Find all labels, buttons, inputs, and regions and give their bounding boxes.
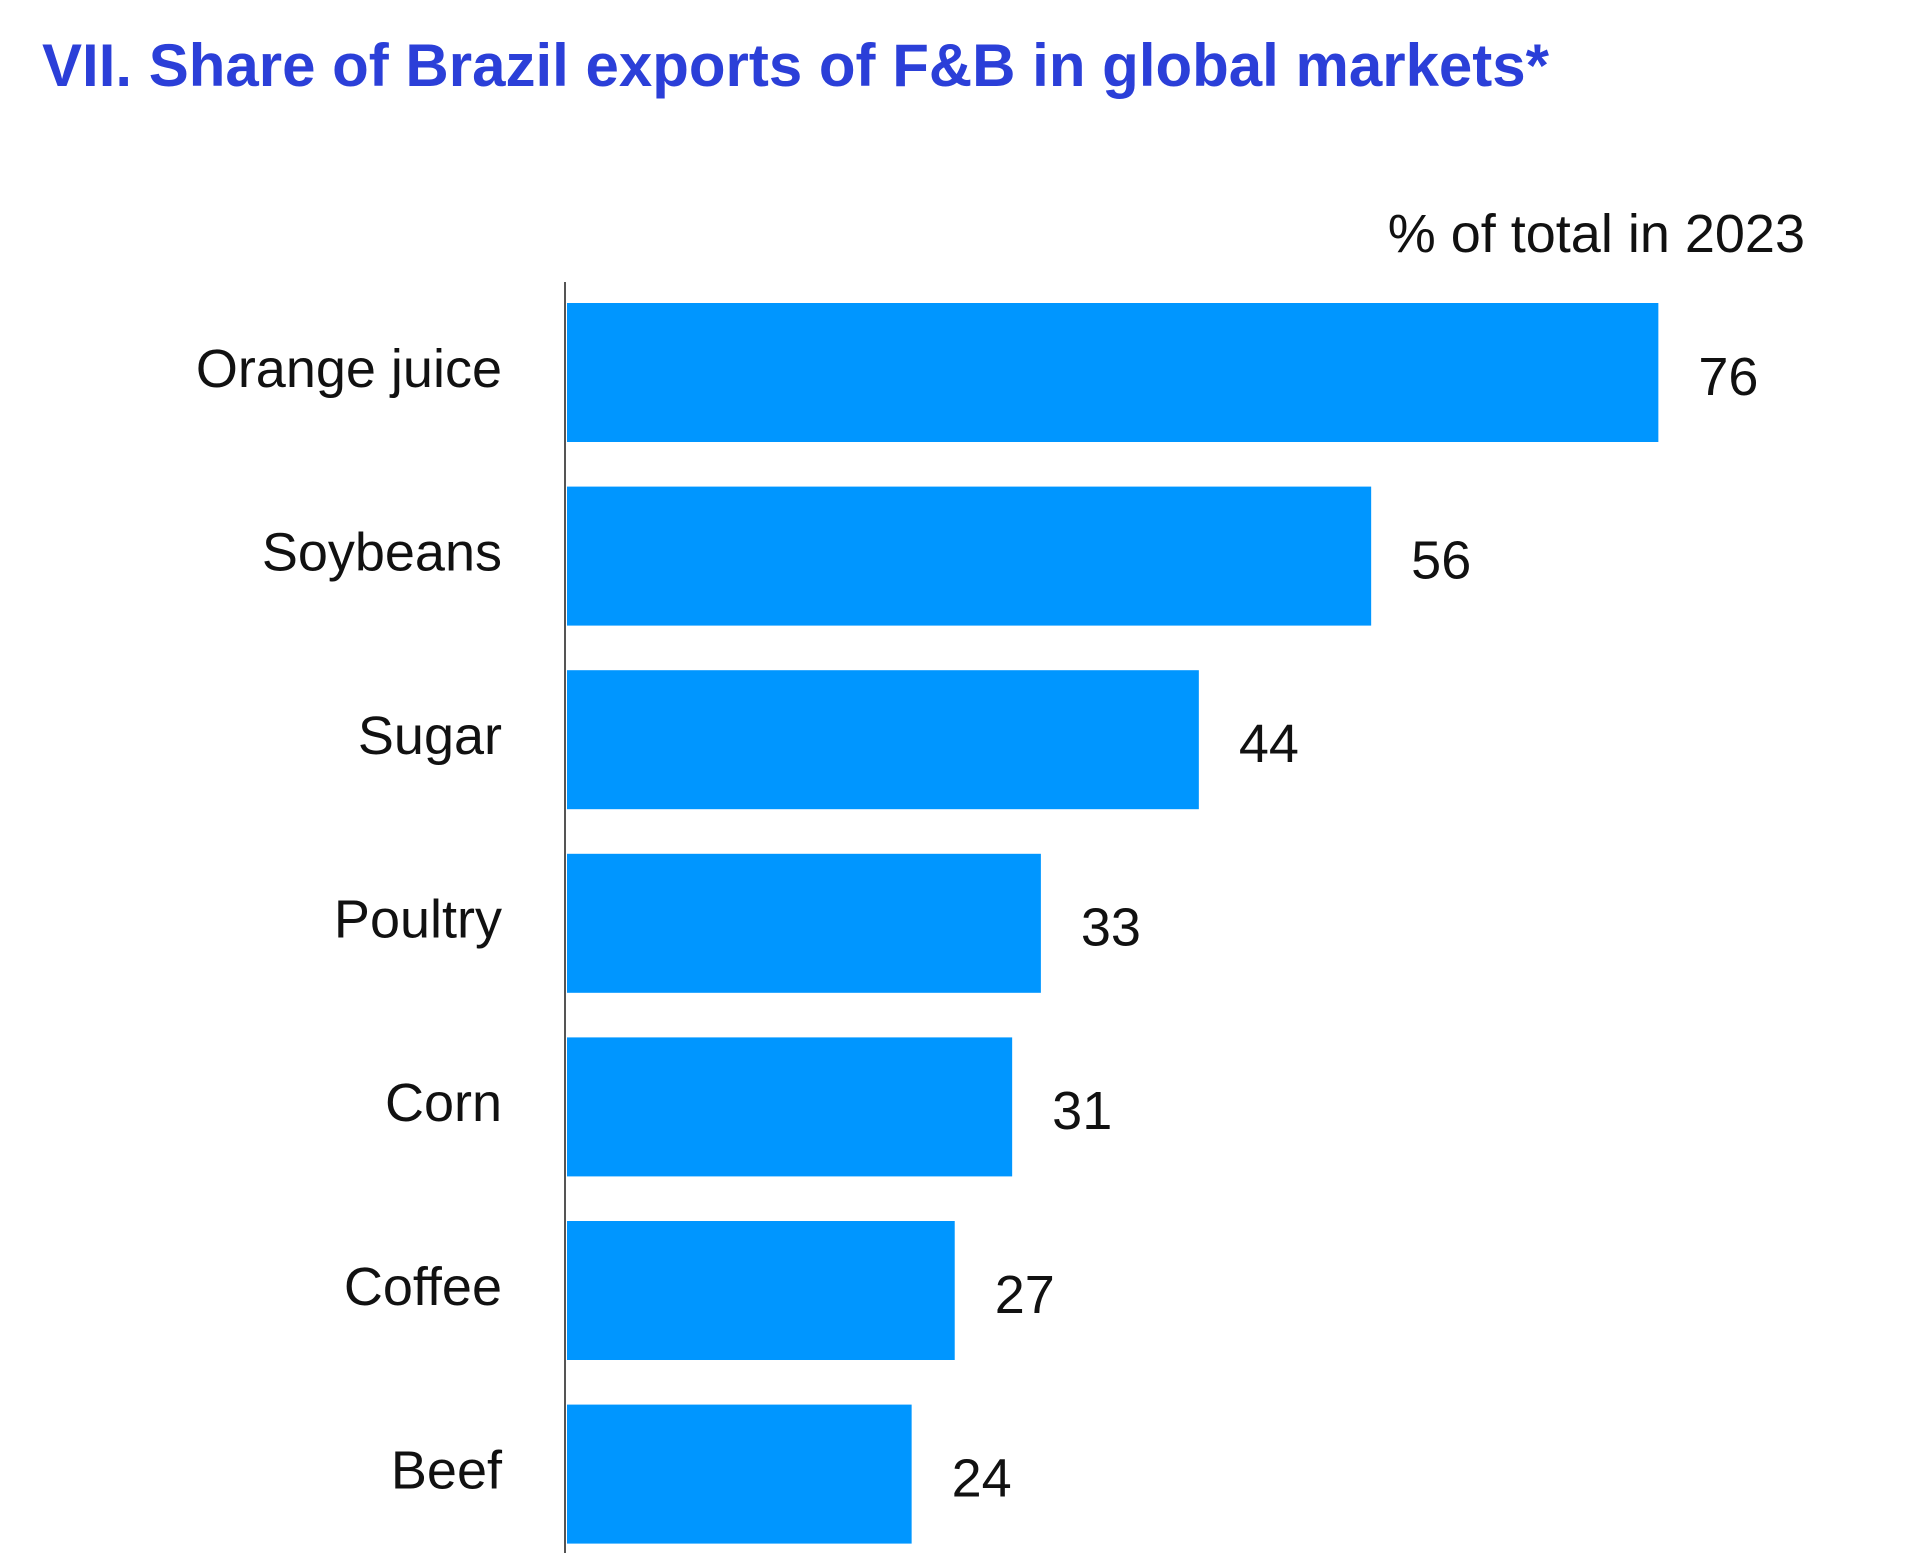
category-label: Poultry bbox=[334, 890, 502, 950]
bar bbox=[567, 303, 1659, 442]
value-label: 44 bbox=[1239, 714, 1299, 774]
value-label: 27 bbox=[995, 1265, 1055, 1325]
category-label: Sugar bbox=[358, 706, 502, 766]
chart-title: VII. Share of Brazil exports of F&B in g… bbox=[42, 32, 1550, 99]
value-label: 31 bbox=[1052, 1081, 1112, 1141]
category-label: Coffee bbox=[344, 1257, 502, 1317]
bar bbox=[567, 670, 1199, 810]
category-label: Corn bbox=[385, 1073, 502, 1133]
value-label: 33 bbox=[1081, 898, 1141, 958]
bar bbox=[567, 1221, 955, 1360]
category-label: Soybeans bbox=[262, 522, 502, 582]
chart-subtitle: % of total in 2023 bbox=[1388, 204, 1805, 264]
category-label: Orange juice bbox=[196, 339, 502, 399]
bar bbox=[567, 853, 1041, 993]
category-label: Beef bbox=[391, 1440, 503, 1500]
value-label: 24 bbox=[952, 1448, 1012, 1508]
bar bbox=[567, 1037, 1013, 1177]
value-label: 76 bbox=[1698, 347, 1758, 407]
bar bbox=[567, 1404, 912, 1544]
bar bbox=[567, 486, 1372, 626]
value-label: 56 bbox=[1411, 530, 1471, 590]
